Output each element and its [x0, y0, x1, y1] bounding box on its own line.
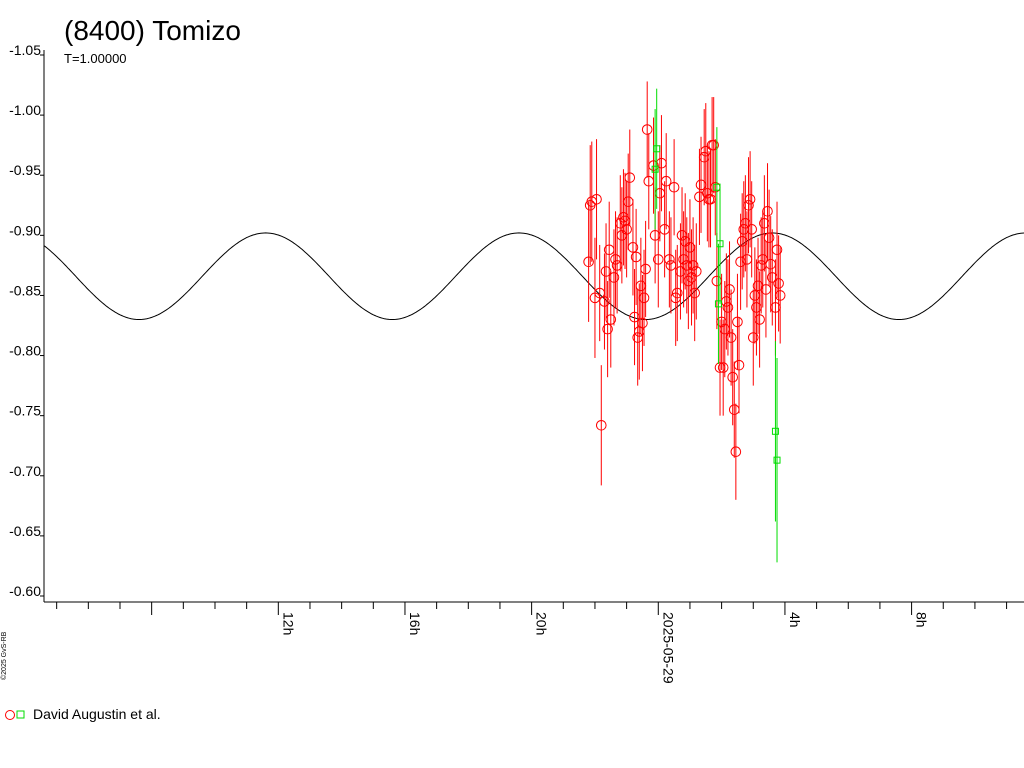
data-point [746, 224, 757, 235]
y-tick-label: -0.70 [9, 463, 41, 479]
series-square [651, 88, 781, 563]
data-point [605, 314, 617, 325]
y-tick-label: -1.05 [9, 42, 41, 58]
chart-title: (8400) Tomizo [64, 15, 241, 46]
series-circle [583, 81, 786, 500]
y-axis: -1.05 -1.00 -0.95 -0.90 -0.85 -0.80 -0.75 -0.70… [9, 42, 45, 602]
x-tick-label: 16h [407, 612, 423, 635]
data-point [583, 256, 594, 268]
data-point [722, 302, 734, 313]
legend-circle-icon [5, 710, 15, 720]
legend-square-icon [16, 710, 25, 719]
data-point [687, 260, 699, 271]
credit-text: ©2025 GvS-RB [0, 631, 8, 680]
data-point [763, 232, 775, 244]
y-tick-label: -0.90 [9, 222, 41, 238]
data-point [773, 278, 784, 289]
model-curve [43, 232, 1024, 320]
legend-label: David Augustin et al. [33, 706, 161, 722]
data-point [595, 419, 607, 431]
data-point [690, 266, 702, 277]
x-tick-label: 8h [914, 612, 930, 628]
data-point [637, 317, 648, 329]
data-point [773, 456, 781, 464]
data-point [743, 199, 754, 211]
chart-subtitle: T=1.00000 [64, 51, 127, 66]
data-point [591, 193, 602, 205]
data-point [668, 181, 680, 193]
x-axis: 12h 16h 20h 2025-05-29 4h 8h [44, 601, 1024, 684]
y-tick-label: -1.00 [9, 102, 41, 118]
data-point [602, 323, 613, 335]
data-point [627, 242, 639, 253]
x-tick-label: 12h [280, 612, 296, 635]
data-point [717, 362, 729, 373]
x-tick-label: 20h [534, 612, 550, 635]
data-point [599, 296, 610, 307]
data-point [608, 272, 620, 283]
data-point [641, 124, 653, 135]
data-point [708, 139, 719, 151]
data-point [744, 193, 756, 205]
data-point [624, 172, 636, 183]
data-series [583, 81, 786, 563]
data-point [727, 371, 738, 383]
data-point [747, 332, 759, 343]
x-tick-label: 4h [787, 612, 803, 628]
data-point [716, 240, 724, 248]
y-tick-label: -0.75 [9, 403, 41, 419]
data-point [651, 165, 659, 173]
y-tick-label: -0.95 [9, 162, 41, 178]
data-point [754, 314, 765, 325]
data-point [664, 254, 675, 265]
data-point [621, 224, 632, 235]
data-point [660, 175, 672, 187]
data-point [771, 244, 783, 256]
data-point [771, 427, 779, 435]
data-point [671, 287, 683, 299]
data-point [762, 205, 773, 217]
y-tick-label: -0.85 [9, 282, 41, 298]
data-point [724, 284, 735, 295]
data-point [648, 160, 659, 171]
data-point [725, 332, 737, 343]
y-tick-label: -0.60 [9, 583, 41, 599]
legend: David Augustin et al. [5, 706, 161, 722]
data-point [638, 292, 650, 304]
data-point [689, 287, 700, 299]
data-point [652, 254, 664, 265]
y-tick-label: -0.65 [9, 523, 41, 539]
data-point [730, 446, 742, 458]
data-point [774, 290, 786, 301]
x-tick-label: 2025-05-29 [660, 612, 676, 684]
data-point [714, 300, 722, 308]
data-point [640, 263, 651, 275]
data-point [733, 359, 745, 371]
y-tick-label: -0.80 [9, 343, 41, 359]
data-point [653, 145, 661, 153]
data-point [732, 316, 743, 328]
